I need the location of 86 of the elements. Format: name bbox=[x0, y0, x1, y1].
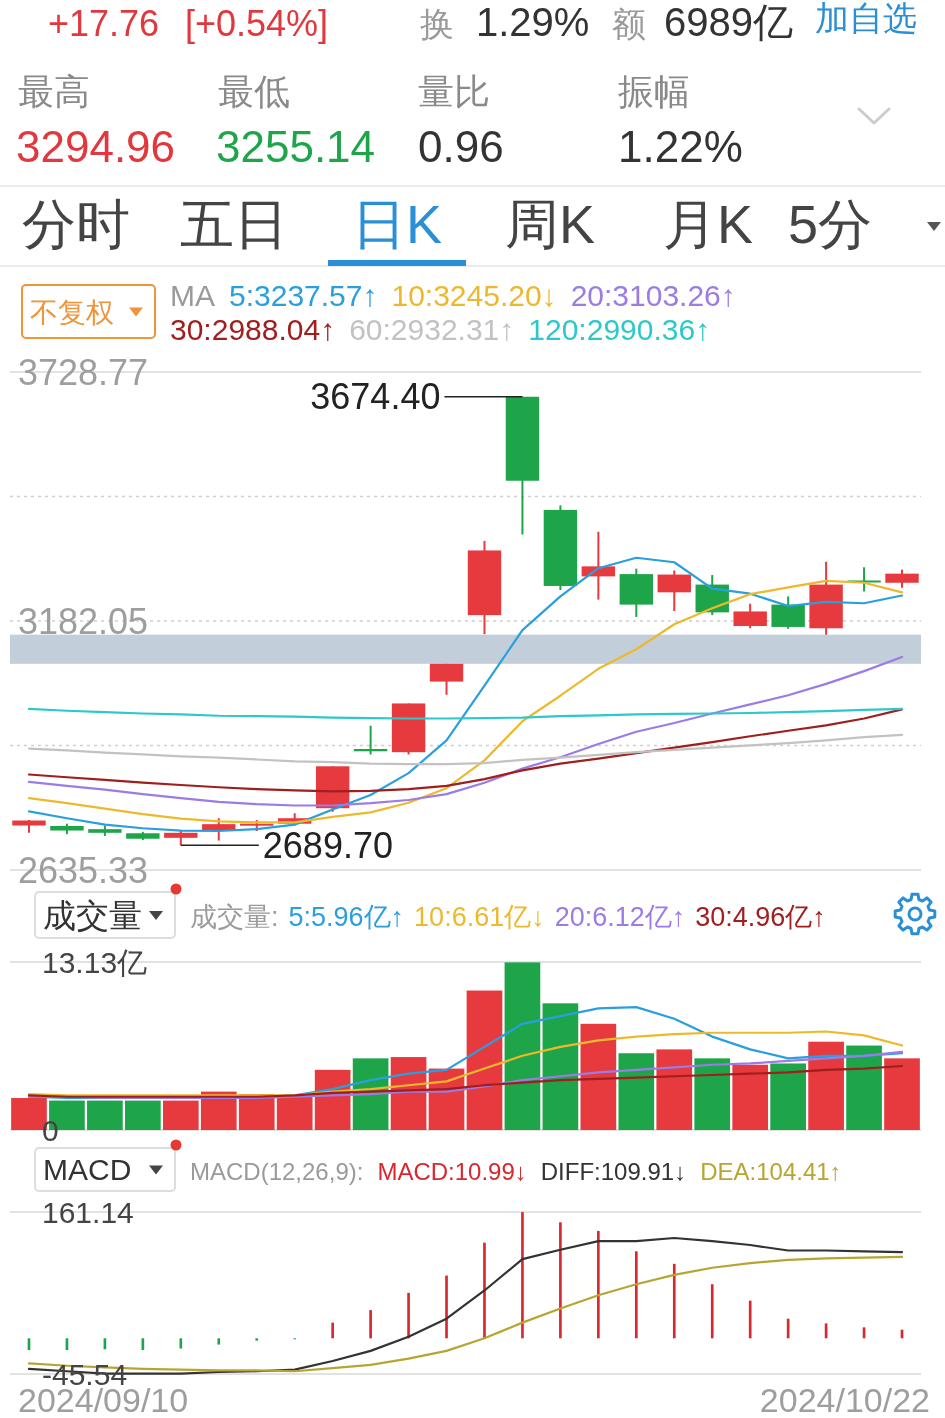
bar bbox=[672, 1263, 676, 1339]
bar bbox=[521, 1212, 524, 1339]
bar bbox=[748, 1300, 752, 1339]
bar bbox=[656, 1049, 693, 1130]
bar bbox=[542, 1003, 579, 1130]
bar bbox=[732, 1064, 769, 1130]
bar bbox=[618, 1053, 655, 1130]
series-label: MACD:10.99↓ bbox=[377, 1158, 527, 1185]
text: 3255.14 bbox=[216, 122, 376, 171]
text: 10:3245.20↓ bbox=[391, 279, 557, 312]
text: 周K bbox=[505, 194, 596, 254]
y-tick-label: 2635.33 bbox=[18, 849, 149, 891]
line-series bbox=[27, 1050, 904, 1100]
bar bbox=[597, 1230, 600, 1339]
text: 额 bbox=[612, 5, 646, 43]
line-series bbox=[27, 1064, 904, 1098]
text: 1.29% bbox=[476, 0, 590, 44]
bar bbox=[710, 1284, 714, 1339]
bar bbox=[770, 1063, 806, 1130]
bar bbox=[580, 1023, 617, 1130]
line-series bbox=[27, 655, 904, 807]
line-series bbox=[27, 707, 904, 720]
bar bbox=[808, 1041, 844, 1130]
text: 最高 bbox=[18, 71, 90, 112]
annotation: 2689.70 bbox=[262, 824, 393, 866]
legend-title: MACD(12,26,9): bbox=[190, 1158, 364, 1185]
bar bbox=[276, 1096, 313, 1130]
y-tick-label: 3182.05 bbox=[18, 600, 149, 642]
text: 120:2990.36↑ bbox=[528, 313, 711, 346]
bar bbox=[125, 1100, 161, 1130]
bar bbox=[559, 1222, 562, 1339]
bar bbox=[87, 1100, 123, 1130]
bar bbox=[369, 1310, 372, 1339]
bar bbox=[634, 1251, 638, 1339]
bar bbox=[846, 1045, 882, 1130]
text: 20:3103.26↑ bbox=[570, 279, 736, 312]
text: 日K bbox=[352, 194, 443, 254]
text: 换 bbox=[420, 5, 454, 43]
bar bbox=[504, 962, 541, 1130]
bar bbox=[407, 1292, 410, 1339]
text: [+0.54%] bbox=[185, 3, 329, 44]
text: 5:5.96亿↑ bbox=[288, 902, 405, 932]
text: 3294.96 bbox=[16, 122, 176, 171]
text: 30:2988.04↑ bbox=[170, 313, 336, 346]
line-series bbox=[27, 733, 904, 766]
text: 0.96 bbox=[418, 122, 504, 171]
bar bbox=[331, 1322, 334, 1339]
bar bbox=[217, 1338, 221, 1345]
bar bbox=[884, 1058, 920, 1130]
text: 月K bbox=[663, 194, 754, 254]
text: 2024/10/22 bbox=[759, 1381, 930, 1418]
text: 60:2932.31↑ bbox=[349, 313, 515, 346]
legend-title: 成交量: bbox=[190, 902, 279, 932]
text: 最低 bbox=[218, 71, 290, 112]
text: 1.22% bbox=[618, 122, 743, 171]
text: 5:3237.57↑ bbox=[229, 279, 378, 312]
bar bbox=[255, 1338, 259, 1341]
text: 加自选 bbox=[815, 0, 917, 37]
text: MACD bbox=[43, 1153, 132, 1187]
text: DEA:104.41↑ bbox=[700, 1158, 842, 1185]
text: DIFF:109.91↓ bbox=[540, 1158, 687, 1185]
text: 振幅 bbox=[618, 71, 690, 112]
y-tick-label: 3728.77 bbox=[18, 351, 149, 393]
text: 分时 bbox=[22, 194, 130, 254]
text: 20:6.12亿↑ bbox=[554, 902, 686, 932]
bar bbox=[694, 1058, 731, 1130]
text: +17.76 bbox=[48, 3, 160, 44]
bar bbox=[179, 1338, 183, 1349]
line-series bbox=[27, 1030, 904, 1097]
text: 5分 bbox=[788, 194, 873, 254]
text: 6989亿 bbox=[664, 0, 793, 44]
y-tick-label: 13.13亿 bbox=[42, 945, 148, 979]
text: 10:6.61亿↓ bbox=[414, 902, 545, 932]
legend-title: MA bbox=[170, 279, 215, 312]
text: 成交量 bbox=[43, 896, 142, 934]
text: 不复权 bbox=[30, 296, 114, 328]
line-series bbox=[27, 708, 904, 793]
bar bbox=[445, 1275, 448, 1339]
bar bbox=[466, 990, 503, 1130]
y-tick-label: 161.14 bbox=[42, 1195, 134, 1229]
text: 30:4.96亿↑ bbox=[695, 902, 826, 932]
annotation: 3674.40 bbox=[310, 376, 441, 418]
bar bbox=[162, 1100, 199, 1130]
text: 量比 bbox=[418, 71, 490, 112]
text: 五日 bbox=[180, 194, 288, 254]
bar bbox=[483, 1242, 486, 1339]
